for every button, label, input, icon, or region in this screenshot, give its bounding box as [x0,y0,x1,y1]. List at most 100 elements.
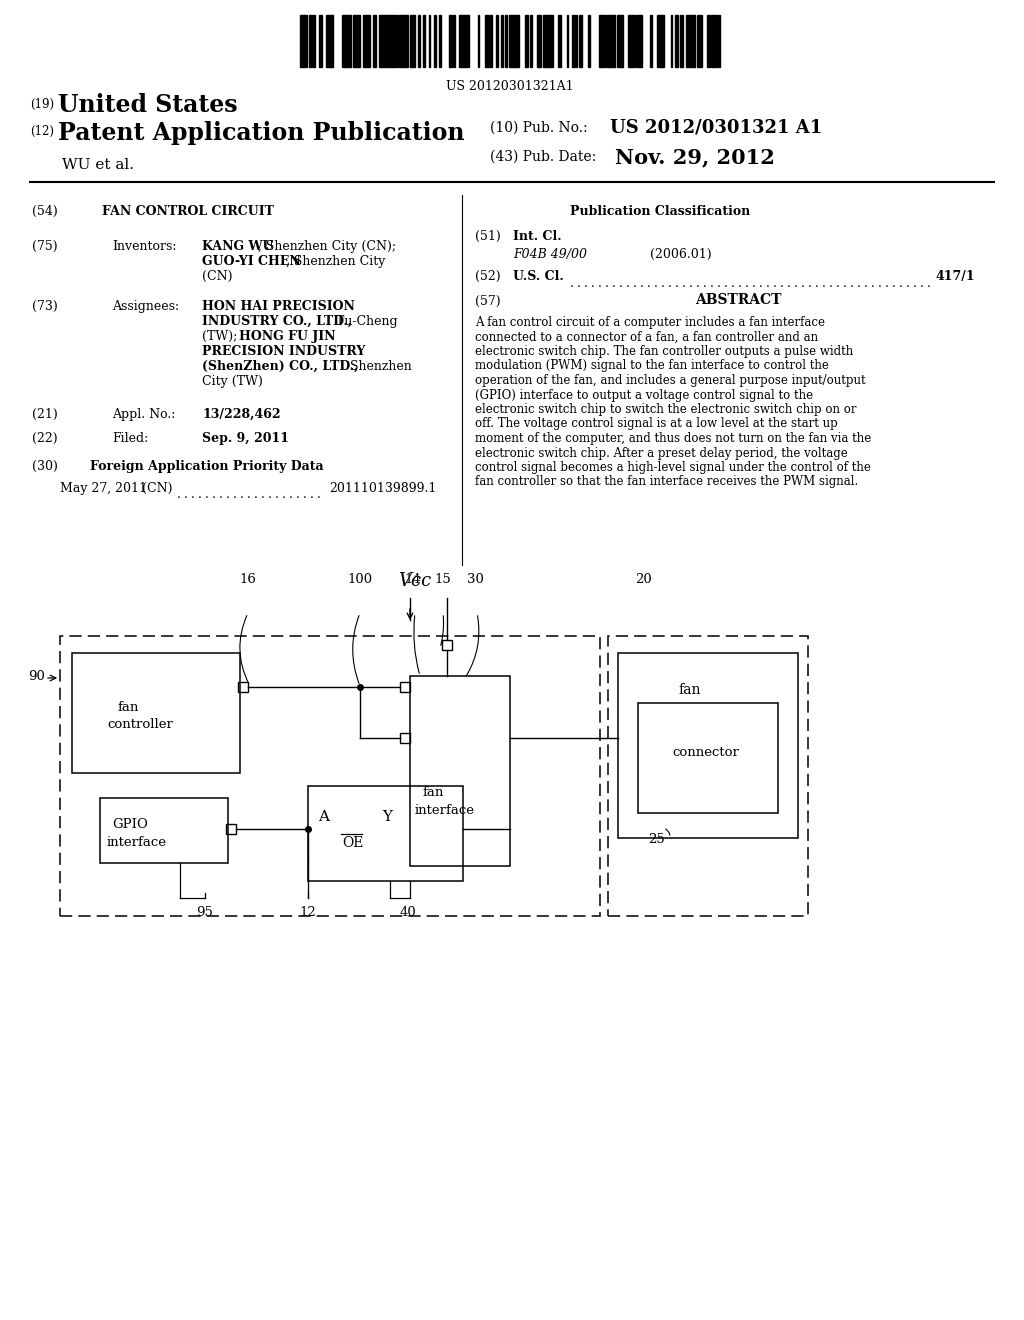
Text: electronic switch chip. After a preset delay period, the voltage: electronic switch chip. After a preset d… [475,446,848,459]
Bar [530,15,532,67]
Bar [657,15,660,67]
Text: (30): (30) [32,459,58,473]
Text: .: . [766,277,770,290]
Bar [485,15,489,67]
Text: .: . [605,277,609,290]
Text: interface: interface [415,804,475,817]
Text: .: . [191,488,195,502]
Text: 12: 12 [300,906,316,919]
Text: .: . [177,488,181,502]
Text: .: . [913,277,916,290]
Text: Vcc: Vcc [398,572,431,590]
Bar [618,15,620,67]
Bar [389,15,392,67]
Text: United States: United States [58,92,238,117]
Text: .: . [668,277,672,290]
Text: .: . [864,277,868,290]
Text: (GPIO) interface to output a voltage control signal to the: (GPIO) interface to output a voltage con… [475,388,813,401]
Bar [367,15,370,67]
Text: .: . [219,488,223,502]
Text: .: . [633,277,637,290]
Text: .: . [303,488,307,502]
Text: .: . [212,488,216,502]
Bar [381,15,384,67]
Text: .: . [780,277,784,290]
Bar [362,15,367,67]
Text: .: . [857,277,861,290]
Bar [628,15,631,67]
Bar [513,15,515,67]
Text: Y: Y [382,810,392,824]
Text: .: . [787,277,791,290]
Bar [349,15,351,67]
Text: F04B 49/00: F04B 49/00 [513,248,587,261]
Text: 20: 20 [635,573,651,586]
Bar [450,15,452,67]
Text: 201110139899.1: 201110139899.1 [329,482,436,495]
Text: (CN): (CN) [202,271,232,282]
Bar [639,15,641,67]
Bar [608,636,808,916]
Text: .: . [226,488,229,502]
Text: .: . [745,277,749,290]
Bar [697,15,699,67]
Bar [543,15,546,67]
Text: .: . [752,277,756,290]
Text: Appl. No.:: Appl. No.: [112,408,175,421]
Text: modulation (PWM) signal to the fan interface to control the: modulation (PWM) signal to the fan inter… [475,359,828,372]
Text: .: . [836,277,840,290]
Text: .: . [317,488,321,502]
Bar [505,15,507,67]
Text: (21): (21) [32,408,57,421]
Bar [356,15,360,67]
Bar [399,15,402,67]
Text: , Shenzhen City: , Shenzhen City [286,255,385,268]
Bar [525,15,528,67]
Text: .: . [920,277,924,290]
Text: controller: controller [106,718,173,731]
Bar [310,15,312,67]
Bar [319,15,321,67]
Bar [686,15,690,67]
Text: fan: fan [118,701,139,714]
Text: .: . [794,277,798,290]
Text: .: . [584,277,588,290]
Text: 40: 40 [399,906,417,919]
Text: (52): (52) [475,271,501,282]
Text: control signal becomes a high-level signal under the control of the: control signal becomes a high-level sign… [475,461,870,474]
Text: connector: connector [672,746,739,759]
Text: .: . [577,277,581,290]
Text: A: A [318,810,329,824]
Bar [546,15,549,67]
Bar [572,15,575,67]
Text: .: . [822,277,826,290]
Text: HON HAI PRECISION: HON HAI PRECISION [202,300,355,313]
Text: .: . [906,277,910,290]
Bar [600,15,604,67]
Bar [551,15,553,67]
Text: .: . [689,277,693,290]
Text: .: . [815,277,819,290]
Bar [226,824,236,834]
Text: 30: 30 [467,573,483,586]
Text: .: . [682,277,686,290]
Text: .: . [899,277,903,290]
Text: 13/228,462: 13/228,462 [202,408,281,421]
Text: US 20120301321A1: US 20120301321A1 [446,81,573,92]
Text: moment of the computer, and thus does not turn on the fan via the: moment of the computer, and thus does no… [475,432,871,445]
Bar [711,15,713,67]
Text: .: . [738,277,741,290]
Text: .: . [829,277,833,290]
Text: .: . [289,488,293,502]
Bar [72,653,240,774]
Text: HONG FU JIN: HONG FU JIN [239,330,336,343]
Text: 16: 16 [240,573,256,586]
Text: .: . [759,277,763,290]
Bar [60,636,600,916]
Bar [680,15,682,67]
Text: INDUSTRY CO., LTD.,: INDUSTRY CO., LTD., [202,315,352,327]
Text: .: . [843,277,847,290]
Bar [690,15,692,67]
Bar [410,15,412,67]
Bar [412,15,415,67]
